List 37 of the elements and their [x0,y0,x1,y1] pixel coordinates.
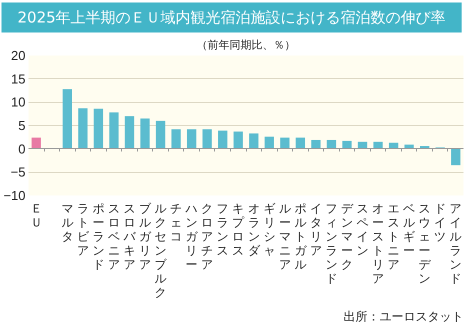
x-tick-label: クロアチア [201,202,214,272]
x-tick-label: ＥＵ [30,202,42,230]
x-tick-label: ラトビア [76,202,90,258]
x-tick-label: ベルギー [403,202,416,258]
x-tick-label: デンマーク [340,202,354,272]
x-tick-label: アイルランド [450,202,462,286]
x-tick-label: キプロス [232,202,246,258]
y-tick-label: 5 [18,118,26,133]
y-tick-label: 0 [18,141,26,156]
x-tick-label: フィンランド [325,202,338,286]
x-tick-label: ルクセンブルク [154,202,168,300]
text: 出所：ユーロスタット [344,310,464,324]
y-tick-label: 15 [11,71,26,86]
x-tick-label: マルタ [61,202,74,244]
y-tick-label: 10 [11,94,26,110]
x-tick-label: エストニア [388,202,400,272]
y-tick-label: −10 [3,188,26,203]
x-tick-label: ポルトガル [294,202,308,272]
y-tick-label: −5 [10,164,26,180]
x-tick-label: スロベニア [108,202,120,272]
x-tick-label: チェコ [170,202,182,244]
x-tick-label: ギリシャ [263,202,276,258]
x-tick-label: ルーマニア [278,202,291,272]
y-tick-label: 20 [11,48,26,63]
x-tick-label: スペイン [356,202,369,258]
x-tick-label: ポーランド [92,202,104,272]
x-tick-label: オランダ [248,202,261,258]
x-tick-label: オーストリア [372,202,384,286]
x-tick-label: イタリア [310,202,322,258]
x-tick-label: スロバキア [122,202,136,272]
x-tick-label: フランス [216,202,229,258]
chart-title: 2025年上半期のＥＵ域内観光宿泊施設における宿泊数の伸び率 [18,8,446,26]
chart-subtitle: （前年同期比、％） [196,38,296,52]
x-tick-label: ハンガリー [184,202,199,272]
x-tick-label: ドイツ [434,202,446,244]
x-tick-label: スウェーデン [418,202,432,286]
x-tick-label: ブルガリア [139,202,152,272]
